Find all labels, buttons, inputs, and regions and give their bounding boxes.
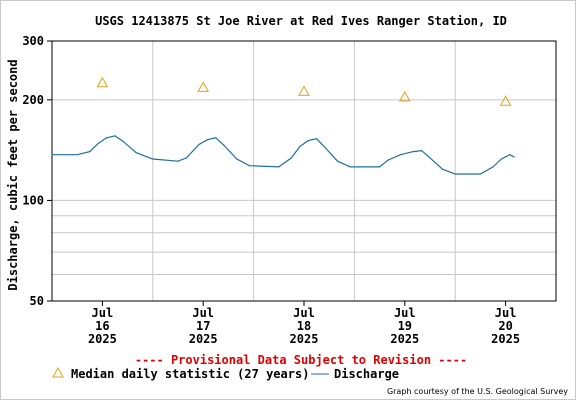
discharge-line bbox=[52, 135, 515, 175]
discharge-point bbox=[421, 149, 423, 152]
discharge-point bbox=[185, 157, 187, 159]
legend-discharge-label: Discharge bbox=[334, 367, 399, 381]
discharge-point bbox=[479, 173, 481, 175]
discharge-point bbox=[492, 166, 494, 168]
discharge-point bbox=[122, 140, 124, 143]
plot-area bbox=[51, 40, 557, 302]
discharge-point bbox=[412, 150, 414, 153]
discharge-point bbox=[324, 146, 326, 149]
discharge-point bbox=[106, 137, 108, 139]
legend-median-marker bbox=[52, 366, 64, 378]
discharge-point bbox=[223, 144, 225, 147]
discharge-point bbox=[177, 160, 179, 162]
x-tick-label: 16 bbox=[95, 319, 109, 333]
discharge-point bbox=[114, 135, 116, 137]
discharge-point bbox=[135, 152, 137, 154]
discharge-point bbox=[316, 138, 318, 140]
median-marker bbox=[298, 85, 310, 96]
y-tick-label: 50 bbox=[30, 294, 44, 308]
discharge-point bbox=[248, 165, 250, 167]
discharge-point bbox=[198, 143, 200, 146]
y-tick-label: 200 bbox=[22, 93, 44, 107]
discharge-point bbox=[89, 150, 91, 153]
x-tick-label: 2025 bbox=[189, 332, 218, 346]
y-tick-label: 100 bbox=[22, 193, 44, 207]
discharge-point bbox=[215, 137, 217, 139]
credit-text: Graph courtesy of the U.S. Geological Su… bbox=[387, 387, 568, 396]
x-tick-label: Jul bbox=[495, 306, 517, 320]
discharge-point bbox=[236, 158, 238, 160]
discharge-point bbox=[429, 157, 431, 159]
x-tick-label: 2025 bbox=[491, 332, 520, 346]
x-tick-label: 19 bbox=[398, 319, 412, 333]
y-axis-ticks: 50 100 200 300 bbox=[22, 34, 52, 308]
grid-lines bbox=[52, 41, 556, 301]
provisional-note: ---- Provisional Data Subject to Revisio… bbox=[135, 353, 467, 367]
discharge-point bbox=[51, 154, 53, 156]
x-tick-label: 20 bbox=[498, 319, 512, 333]
discharge-point bbox=[290, 157, 292, 159]
discharge-point bbox=[400, 154, 402, 156]
x-tick-label: 2025 bbox=[390, 332, 419, 346]
discharge-point bbox=[442, 168, 444, 170]
x-axis-ticks: Jul162025Jul172025Jul182025Jul192025Jul2… bbox=[88, 301, 520, 346]
y-axis-label: Discharge, cubic feet per second bbox=[6, 59, 20, 290]
discharge-point bbox=[337, 160, 339, 162]
y-tick-label: 300 bbox=[22, 34, 44, 48]
x-tick-label: Jul bbox=[293, 306, 315, 320]
x-tick-label: 2025 bbox=[88, 332, 117, 346]
x-tick-label: 18 bbox=[297, 319, 311, 333]
legend-median-label: Median daily statistic (27 years) bbox=[71, 367, 309, 381]
discharge-point bbox=[76, 154, 78, 156]
median-marker bbox=[96, 76, 109, 88]
discharge-point bbox=[513, 156, 515, 158]
x-tick-label: 17 bbox=[196, 319, 210, 333]
discharge-point bbox=[206, 139, 208, 141]
discharge-point bbox=[152, 158, 154, 160]
discharge-point bbox=[307, 140, 309, 142]
median-marker bbox=[398, 90, 411, 102]
discharge-point bbox=[500, 158, 502, 160]
median-marker bbox=[197, 81, 210, 92]
x-tick-label: Jul bbox=[92, 306, 114, 320]
discharge-point bbox=[454, 173, 456, 175]
series-group bbox=[51, 76, 515, 175]
discharge-point bbox=[349, 166, 351, 168]
chart-title: USGS 12413875 St Joe River at Red Ives R… bbox=[95, 14, 507, 28]
discharge-point bbox=[97, 142, 99, 145]
discharge-point bbox=[379, 166, 381, 168]
discharge-point bbox=[509, 154, 511, 156]
median-marker bbox=[499, 95, 512, 106]
x-tick-label: Jul bbox=[192, 306, 214, 320]
x-tick-label: 2025 bbox=[290, 332, 319, 346]
discharge-point bbox=[299, 145, 301, 148]
discharge-point bbox=[387, 159, 389, 161]
discharge-point bbox=[278, 166, 280, 168]
legend: Median daily statistic (27 years) Discha… bbox=[52, 366, 399, 381]
x-tick-label: Jul bbox=[394, 306, 416, 320]
